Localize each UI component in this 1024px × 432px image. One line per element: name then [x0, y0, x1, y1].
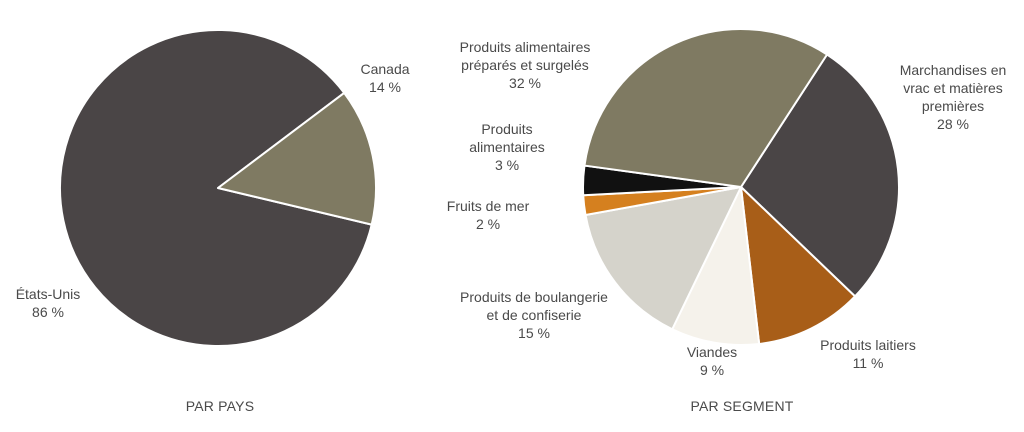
pie-slice-canada — [217, 91, 377, 226]
pie-slice-marchandises-en-vrac-et-matieres-premieres — [740, 53, 900, 298]
slice-label-produits-alimentaires-prepares-et-surgeles: Produits alimentaires préparés et surgelé… — [460, 39, 591, 91]
pie-slice-produits-laitiers — [740, 186, 857, 345]
slice-label-viandes: Viandes 9 % — [687, 344, 737, 378]
segment-pie-chart: Marchandises en vrac et matières premières… — [447, 28, 1007, 414]
slice-label-canada: Canada 14 % — [360, 61, 409, 95]
slice-label-marchandises-en-vrac-et-matieres-premieres: Marchandises en vrac et matières premières… — [900, 62, 1007, 132]
slice-label-produits-de-boulangerie-et-de-confiserie: Produits de boulangerie et de confiserie 1… — [460, 289, 608, 341]
pie-slice-viandes — [671, 186, 761, 346]
slice-label-produits-alimentaires: Produits alimentaires 3 % — [469, 121, 544, 173]
pie-slice-produits-de-boulangerie-et-de-confiserie — [584, 186, 742, 331]
chart-title: PAR SEGMENT — [690, 398, 793, 414]
country-pie-chart: États-Unis 86 % Canada 14 % PAR PAYS — [16, 29, 410, 414]
pie-slice-etats-unis — [59, 29, 373, 347]
pie-slice-produits-alimentaires-prepares-et-surgeles — [583, 28, 829, 188]
slice-label-fruits-de-mer: Fruits de mer 2 % — [447, 198, 530, 232]
chart-title: PAR PAYS — [186, 398, 255, 414]
slice-label-produits-laitiers: Produits laitiers 11 % — [820, 337, 916, 371]
slice-label-etats-unis: États-Unis 86 % — [16, 286, 81, 320]
